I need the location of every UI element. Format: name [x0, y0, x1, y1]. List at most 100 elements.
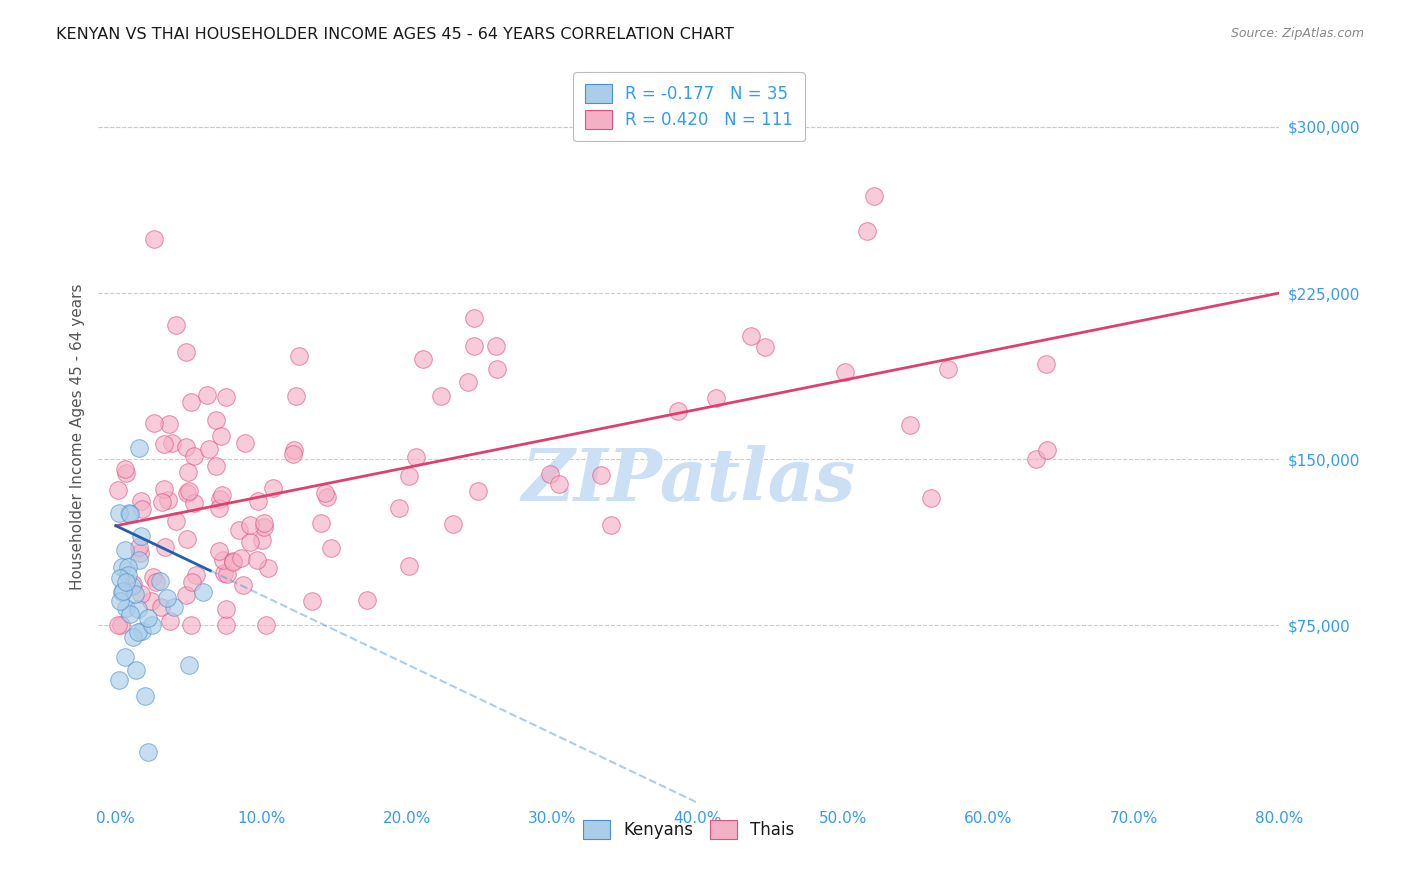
Point [149, 599, 172, 614]
Point [176, 485, 198, 500]
Point [162, 436, 184, 450]
Point [183, 496, 205, 510]
Point [208, 544, 231, 558]
Point [142, 570, 165, 584]
Point [131, 502, 153, 516]
Point [152, 437, 174, 451]
Point [205, 413, 228, 427]
Point [150, 494, 173, 508]
Point [111, 585, 134, 599]
Text: Source: ZipAtlas.com: Source: ZipAtlas.com [1230, 27, 1364, 40]
Point [195, 388, 218, 402]
Point [174, 440, 197, 454]
Point [229, 551, 252, 566]
Point [316, 490, 339, 504]
Point [177, 657, 200, 672]
Point [180, 618, 202, 632]
Point [157, 417, 180, 431]
Point [157, 492, 180, 507]
Point [110, 618, 132, 632]
Legend: Kenyans, Thais: Kenyans, Thais [576, 814, 801, 846]
Point [457, 375, 479, 389]
Point [253, 516, 276, 530]
Point [205, 458, 228, 473]
Point [191, 585, 214, 599]
Point [239, 535, 262, 549]
Point [600, 518, 623, 533]
Point [233, 436, 256, 450]
Point [281, 447, 304, 461]
Point [143, 416, 166, 430]
Point [309, 516, 332, 530]
Point [114, 542, 136, 557]
Point [118, 506, 141, 520]
Point [120, 507, 142, 521]
Point [112, 584, 135, 599]
Point [128, 441, 150, 455]
Point [186, 568, 208, 582]
Point [107, 506, 129, 520]
Point [285, 389, 308, 403]
Point [122, 577, 145, 591]
Point [1025, 451, 1047, 466]
Point [548, 477, 571, 491]
Point [388, 501, 411, 516]
Point [214, 618, 236, 632]
Point [124, 587, 146, 601]
Point [215, 390, 238, 404]
Point [314, 486, 336, 500]
Point [134, 689, 156, 703]
Point [467, 483, 489, 498]
Point [128, 540, 150, 554]
Point [183, 450, 205, 464]
Point [441, 517, 464, 532]
Point [856, 225, 879, 239]
Point [136, 745, 159, 759]
Point [398, 559, 420, 574]
Point [704, 391, 727, 405]
Text: ZIPatlas: ZIPatlas [522, 445, 856, 516]
Point [128, 553, 150, 567]
Point [208, 501, 231, 516]
Point [222, 554, 245, 568]
Point [238, 517, 260, 532]
Point [129, 587, 152, 601]
Point [212, 566, 235, 581]
Point [165, 318, 187, 332]
Point [250, 533, 273, 547]
Point [117, 568, 139, 582]
Point [412, 352, 434, 367]
Point [115, 574, 138, 589]
Point [139, 594, 162, 608]
Point [589, 467, 612, 482]
Point [920, 491, 942, 505]
Point [538, 467, 561, 482]
Point [288, 350, 311, 364]
Point [145, 574, 167, 589]
Point [127, 602, 149, 616]
Point [228, 523, 250, 537]
Point [163, 600, 186, 615]
Point [863, 189, 886, 203]
Point [936, 362, 959, 376]
Point [398, 469, 420, 483]
Point [141, 618, 163, 632]
Point [153, 482, 176, 496]
Point [254, 618, 277, 632]
Point [198, 442, 221, 457]
Point [247, 494, 270, 508]
Point [131, 624, 153, 638]
Point [215, 601, 238, 615]
Point [485, 362, 508, 376]
Point [834, 365, 856, 379]
Point [754, 341, 776, 355]
Point [463, 338, 485, 352]
Point [262, 481, 284, 495]
Point [115, 600, 138, 615]
Point [1035, 442, 1057, 457]
Point [117, 559, 139, 574]
Point [1035, 357, 1057, 371]
Point [159, 614, 181, 628]
Point [222, 556, 245, 570]
Y-axis label: Householder Income Ages 45 - 64 years: Householder Income Ages 45 - 64 years [69, 284, 84, 591]
